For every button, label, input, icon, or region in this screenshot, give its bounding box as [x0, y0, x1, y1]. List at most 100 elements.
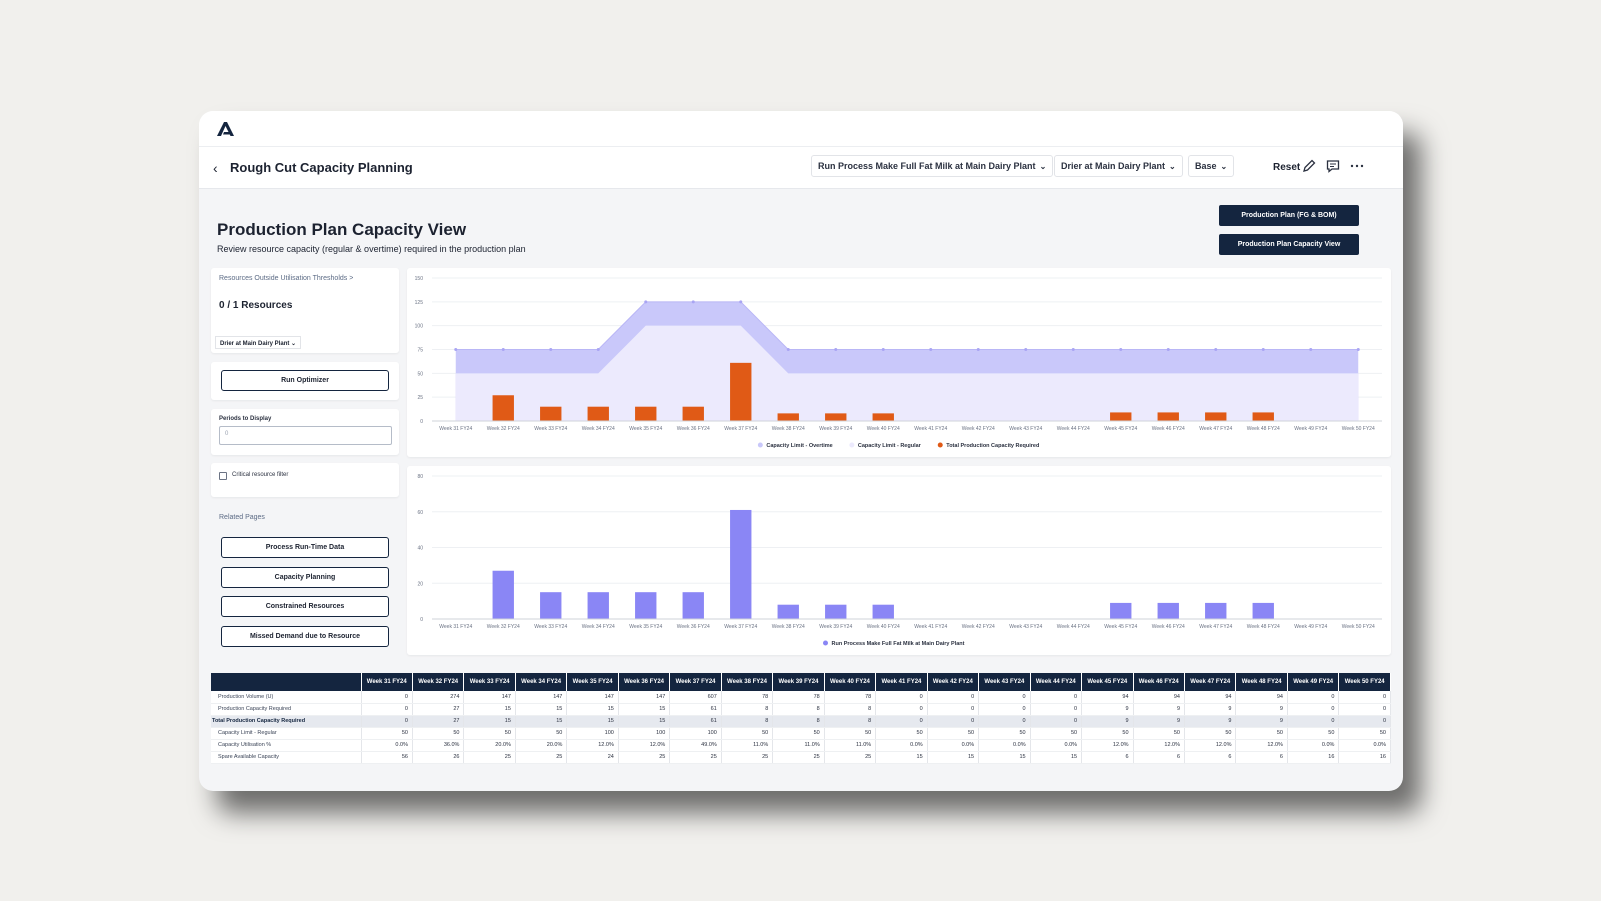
table-cell: 15 [978, 751, 1031, 764]
chevron-down-icon: ⌄ [1169, 162, 1176, 171]
table-cell: 15 [463, 715, 516, 728]
overtime-point [739, 300, 743, 304]
critical-filter-checkbox[interactable] [219, 472, 227, 480]
overtime-point [644, 300, 648, 304]
table-column-header[interactable]: Week 46 FY24 [1133, 673, 1186, 691]
table-cell: 16 [1338, 751, 1391, 764]
table-cell: 0 [1287, 691, 1340, 704]
resources-count: 0 / 1 Resources [219, 300, 293, 311]
table-cell: 94 [1081, 691, 1134, 704]
related-process-runtime-button[interactable]: Process Run-Time Data [221, 537, 389, 558]
table-cell: 94 [1133, 691, 1186, 704]
x-tick-label: Week 37 FY24 [724, 624, 757, 630]
table-cell: 0 [1338, 715, 1391, 728]
table-cell: 6 [1133, 751, 1186, 764]
table-cell: 0 [1287, 703, 1340, 716]
overtime-point [454, 348, 458, 351]
table-cell: 8 [824, 703, 877, 716]
table-column-header[interactable]: Week 44 FY24 [1030, 673, 1083, 691]
bar [587, 592, 609, 619]
table-cell: 9 [1235, 703, 1288, 716]
capacity-view-button[interactable]: Production Plan Capacity View [1219, 234, 1359, 255]
table-column-header[interactable]: Week 34 FY24 [515, 673, 568, 691]
resource-filter-label: Drier at Main Dairy Plant [220, 341, 290, 347]
y-tick-label: 0 [420, 617, 423, 623]
table-cell: 50 [927, 727, 980, 740]
y-tick-label: 75 [417, 348, 423, 354]
process-dropdown[interactable]: Run Process Make Full Fat Milk at Main D… [811, 155, 1054, 177]
edit-icon[interactable] [1301, 158, 1317, 174]
periods-input[interactable]: 0 [219, 426, 392, 445]
table-cell: 8 [721, 703, 774, 716]
table-cell: 0 [875, 691, 928, 704]
comment-icon[interactable] [1325, 158, 1341, 174]
table-column-header[interactable]: Week 45 FY24 [1081, 673, 1134, 691]
table-cell: 0 [1030, 691, 1083, 704]
top-bar [199, 111, 1403, 147]
overtime-point [1119, 348, 1123, 351]
back-icon[interactable]: ‹ [213, 160, 218, 176]
table-column-header[interactable]: Week 47 FY24 [1184, 673, 1237, 691]
bar [682, 406, 704, 421]
overtime-point [1356, 348, 1360, 351]
overtime-point [1309, 348, 1313, 351]
table-cell: 36.0% [412, 739, 465, 752]
table-column-header[interactable]: Week 48 FY24 [1235, 673, 1288, 691]
y-tick-label: 40 [417, 546, 423, 552]
table-column-header[interactable]: Week 41 FY24 [875, 673, 928, 691]
more-options-icon[interactable] [1349, 158, 1365, 174]
table-cell: 8 [721, 715, 774, 728]
table-column-header[interactable]: Week 36 FY24 [618, 673, 671, 691]
table-header-corner [211, 673, 362, 691]
page-title: Production Plan Capacity View [217, 220, 467, 239]
table-cell: 0 [361, 691, 413, 704]
table-column-header[interactable]: Week 31 FY24 [361, 673, 413, 691]
table-column-header[interactable]: Week 32 FY24 [412, 673, 465, 691]
y-tick-label: 25 [417, 395, 423, 401]
table-column-header[interactable]: Week 33 FY24 [463, 673, 516, 691]
table-cell: 274 [412, 691, 465, 704]
x-tick-label: Week 35 FY24 [629, 624, 662, 630]
table-row: Total Production Capacity Required 0 27 15 1… [211, 715, 1391, 728]
table-cell: 9 [1081, 703, 1134, 716]
table-column-header[interactable]: Week 39 FY24 [772, 673, 825, 691]
x-tick-label: Week 40 FY24 [867, 624, 900, 630]
table-cell: 12.0% [1133, 739, 1186, 752]
run-optimizer-button[interactable]: Run Optimizer [221, 370, 389, 391]
table-cell: 25 [618, 751, 671, 764]
table-column-header[interactable]: Week 50 FY24 [1338, 673, 1391, 691]
overtime-point [786, 348, 790, 351]
resource-dropdown[interactable]: Drier at Main Dairy Plant ⌄ [1054, 155, 1183, 177]
related-missed-demand-button[interactable]: Missed Demand due to Resource [221, 626, 389, 647]
table-cell: 50 [361, 727, 413, 740]
related-capacity-planning-button[interactable]: Capacity Planning [221, 567, 389, 588]
production-plan-button[interactable]: Production Plan (FG & BOM) [1219, 205, 1359, 226]
table-column-header[interactable]: Week 40 FY24 [824, 673, 877, 691]
page-header: ‹ Rough Cut Capacity Planning Run Proces… [199, 147, 1403, 189]
resource-filter-dropdown[interactable]: Drier at Main Dairy Plant ⌄ [215, 336, 302, 349]
reset-button[interactable]: Reset [1273, 162, 1301, 173]
x-tick-label: Week 37 FY24 [724, 426, 757, 432]
x-tick-label: Week 43 FY24 [1009, 624, 1042, 630]
bar [872, 604, 894, 619]
related-constrained-resources-button[interactable]: Constrained Resources [221, 596, 389, 617]
table-column-header[interactable]: Week 35 FY24 [566, 673, 619, 691]
table-column-header[interactable]: Week 43 FY24 [978, 673, 1031, 691]
bar [730, 509, 752, 619]
app-logo-icon[interactable] [215, 121, 235, 137]
table-column-header[interactable]: Week 37 FY24 [669, 673, 722, 691]
table-cell: 15 [1030, 751, 1083, 764]
x-tick-label: Week 32 FY24 [487, 624, 520, 630]
thresholds-link[interactable]: Resources Outside Utilisation Thresholds… [219, 275, 354, 282]
table-column-header[interactable]: Week 42 FY24 [927, 673, 980, 691]
table-column-header[interactable]: Week 49 FY24 [1287, 673, 1340, 691]
table-column-header[interactable]: Week 38 FY24 [721, 673, 774, 691]
table-cell: 15 [515, 715, 568, 728]
overtime-point [1071, 348, 1075, 351]
scenario-dropdown[interactable]: Base ⌄ [1188, 155, 1235, 177]
table-cell: 15 [875, 751, 928, 764]
bar [1157, 602, 1179, 619]
bar [1205, 602, 1227, 619]
x-tick-label: Week 35 FY24 [629, 426, 662, 432]
x-tick-label: Week 50 FY24 [1342, 624, 1375, 630]
